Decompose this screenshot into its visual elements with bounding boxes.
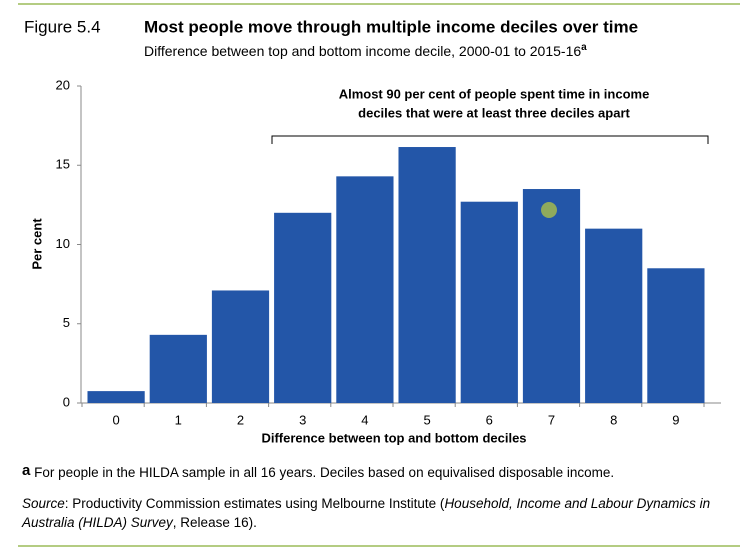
y-tick-label: 15	[56, 157, 70, 172]
x-tick-label: 9	[672, 412, 679, 427]
bar	[647, 268, 705, 403]
bar	[522, 189, 581, 403]
y-tick-label: 5	[63, 315, 70, 330]
bar	[460, 201, 518, 403]
chart-title: Most people move through multiple income…	[144, 17, 638, 36]
footnote-marker: a	[22, 462, 31, 479]
annotation: Almost 90 per cent of people spent time …	[339, 86, 650, 101]
x-tick-label: 6	[486, 412, 493, 427]
source-label: Source	[22, 496, 65, 511]
x-tick-label: 3	[299, 412, 306, 427]
y-axis-label: Per cent	[29, 218, 44, 270]
x-tick-label: 1	[175, 412, 182, 427]
bar	[87, 391, 145, 403]
x-tick-label: 8	[610, 412, 617, 427]
source-title: Household, Income and Labour Dynamics in…	[22, 496, 711, 530]
annotation-bracket	[271, 135, 709, 144]
x-tick-label: 2	[237, 412, 244, 427]
x-tick-label: 7	[548, 412, 555, 427]
footnote-text: For people in the HILDA sample in all 16…	[34, 465, 615, 480]
bar	[336, 176, 394, 403]
source: Source: Productivity Commission estimate…	[22, 494, 734, 532]
footnote: a For people in the HILDA sample in all …	[22, 462, 614, 480]
annotation: deciles that were at least three deciles…	[358, 105, 630, 120]
y-tick-label: 10	[56, 236, 70, 251]
x-tick-label: 5	[423, 412, 430, 427]
subtitle-note: a	[581, 42, 587, 53]
x-tick-label: 0	[112, 412, 119, 427]
source-text: , Release 16).	[172, 515, 257, 530]
y-tick-label: 0	[63, 394, 70, 409]
marker-dot	[541, 202, 557, 218]
x-axis-label: Difference between top and bottom decile…	[261, 430, 526, 445]
x-tick-label: 4	[361, 412, 368, 427]
bar	[149, 334, 207, 403]
bar	[398, 147, 456, 403]
subtitle-text: Difference between top and bottom income…	[144, 43, 581, 59]
y-tick-label: 20	[56, 77, 70, 92]
source-text: : Productivity Commission estimates usin…	[64, 496, 445, 511]
bar	[274, 212, 332, 403]
figure-label: Figure 5.4	[24, 17, 101, 36]
bar	[211, 290, 270, 403]
bar	[585, 228, 643, 403]
chart-subtitle: Difference between top and bottom income…	[144, 42, 587, 59]
